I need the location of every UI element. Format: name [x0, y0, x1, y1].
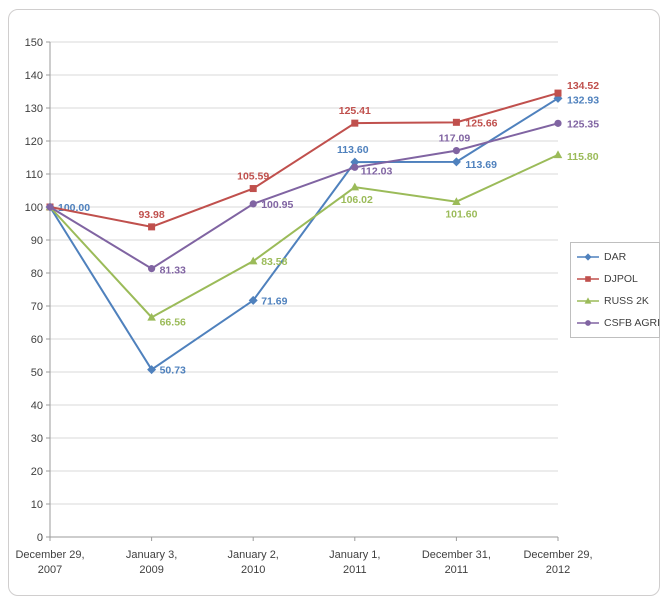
square-marker [554, 89, 562, 97]
x-tick-label: 2010 [241, 564, 265, 576]
chart-frame [8, 9, 660, 596]
data-label: 50.73 [160, 365, 186, 377]
y-tick-label: 90 [31, 235, 43, 247]
data-label: 71.69 [261, 295, 287, 307]
data-label: 105.59 [237, 171, 269, 183]
y-tick-label: 10 [31, 499, 43, 511]
legend-item-djpol: DJPOL [576, 268, 654, 290]
legend-label: DAR [604, 251, 627, 263]
data-label: 106.02 [341, 194, 373, 206]
data-label: 113.69 [465, 159, 497, 171]
y-tick-label: 30 [31, 433, 43, 445]
data-label: 93.98 [138, 209, 164, 221]
series-line [49, 92, 559, 228]
series-csfb-agri: 81.33 100.95 112.03 117.09 125.35 [46, 118, 599, 277]
data-label: 112.03 [361, 165, 393, 177]
square-marker [351, 119, 359, 127]
series-line [49, 153, 559, 319]
y-tick-label: 20 [31, 466, 43, 478]
square-marker [249, 185, 257, 193]
x-tick-label: January 1, [329, 549, 380, 561]
data-label: 125.41 [339, 105, 371, 117]
legend-item-csfb-agri: CSFB AGRI [576, 312, 660, 334]
data-label: 81.33 [160, 265, 186, 277]
data-label: 125.66 [465, 117, 497, 129]
triangle-marker [248, 256, 258, 265]
series-djpol: 93.98 105.59 125.41 125.66 134.52 [46, 80, 599, 231]
triangle-marker [452, 197, 461, 205]
circle-marker [585, 320, 591, 326]
circle-marker [46, 203, 54, 211]
triangle-marker [350, 182, 360, 191]
series-russ-2k: 66.56 83.58 106.02 101.60 115.80 [45, 150, 599, 328]
diamond-marker [248, 295, 258, 305]
triangle-marker [584, 297, 592, 304]
x-tick-label: December 31, [422, 549, 491, 561]
y-tick-label: 130 [25, 103, 43, 115]
y-tick-label: 0 [37, 532, 43, 544]
data-label: 113.60 [337, 144, 369, 156]
x-tick-label: December 29, [15, 549, 84, 561]
data-label: 117.09 [439, 133, 471, 145]
diamond-marker [147, 365, 157, 375]
legend-item-dar: DAR [576, 246, 654, 268]
y-tick-label: 80 [31, 268, 43, 280]
y-tick-label: 140 [25, 70, 43, 82]
data-label: 101.60 [445, 209, 477, 221]
legend-label: CSFB AGRI [604, 317, 661, 329]
data-label: 115.80 [567, 151, 599, 163]
series-line [49, 122, 559, 270]
square-marker [148, 223, 156, 231]
x-tick-label: January 3, [126, 549, 177, 561]
legend-label: RUSS 2K [604, 295, 649, 307]
y-tick-label: 120 [25, 136, 43, 148]
diamond-marker [451, 157, 461, 167]
circle-marker [249, 200, 257, 208]
y-tick-label: 40 [31, 400, 43, 412]
x-tick-label: 2011 [343, 564, 367, 576]
square-marker [452, 118, 460, 126]
triangle-marker [147, 312, 156, 321]
y-tick-label: 60 [31, 334, 43, 346]
circle-marker [148, 265, 156, 273]
y-tick-label: 110 [25, 169, 43, 181]
triangle-marker [553, 150, 563, 159]
legend-marker-square [577, 276, 599, 282]
circle-marker [351, 163, 359, 171]
x-tick-label: 2012 [546, 564, 570, 576]
data-label: 125.35 [567, 118, 599, 130]
y-tick-label: 70 [31, 301, 43, 313]
legend-label: DJPOL [604, 273, 638, 285]
legend-marker-diamond [577, 253, 599, 261]
chart-legend: DAR DJPOL RUSS 2K CSFB AGRI [570, 242, 660, 338]
legend-marker-circle [577, 320, 599, 326]
circle-marker [554, 119, 562, 127]
diamond-marker [584, 253, 592, 261]
data-label: 132.93 [567, 94, 599, 106]
y-tick-label: 100 [25, 202, 43, 214]
data-label: 66.56 [160, 316, 186, 328]
series-line [49, 97, 559, 372]
square-marker [585, 276, 591, 282]
data-label: 100.95 [261, 199, 293, 211]
x-tick-label: 2007 [38, 564, 62, 576]
x-tick-label: December 29, [523, 549, 592, 561]
y-tick-label: 150 [25, 37, 43, 49]
x-tick-label: 2011 [445, 564, 469, 576]
legend-marker-triangle [577, 297, 599, 304]
legend-item-russ-2k: RUSS 2K [576, 290, 654, 312]
diamond-marker [350, 157, 360, 167]
data-label: 83.58 [261, 256, 287, 268]
circle-marker [452, 147, 460, 155]
x-tick-label: January 2, [228, 549, 279, 561]
x-tick-label: 2009 [139, 564, 163, 576]
data-label: 134.52 [567, 80, 599, 92]
y-tick-label: 50 [31, 367, 43, 379]
